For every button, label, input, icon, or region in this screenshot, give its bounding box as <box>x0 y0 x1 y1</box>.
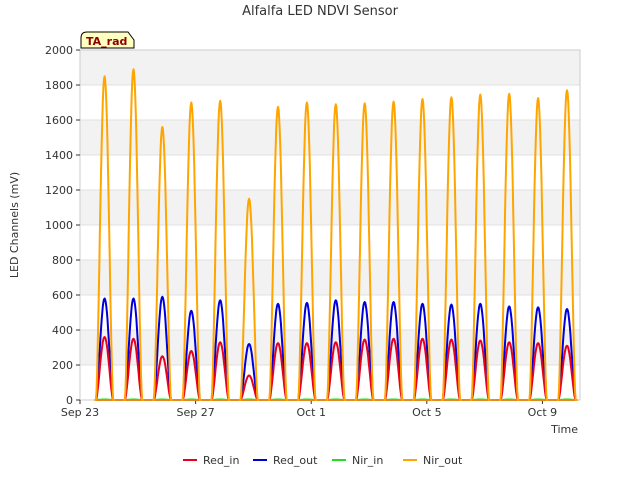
series-red-in-day-curve <box>441 338 462 401</box>
series-red-in-day-curve <box>94 336 115 401</box>
series-nir-out-day-curve <box>123 68 144 401</box>
y-tick-label: 0 <box>66 394 73 407</box>
series-red-in-day-curve <box>325 341 346 401</box>
y-tick-label: 1400 <box>45 149 73 162</box>
series-red-in-day-curve <box>412 337 433 401</box>
series-red-out-day-curve <box>239 343 260 401</box>
y-axis-label: LED Channels (mV) <box>8 172 21 278</box>
series-red-in-day-curve <box>470 339 491 401</box>
series-red-in-day-curve <box>210 341 231 401</box>
series-red-out-day-curve <box>528 306 549 401</box>
series-red-out-day-curve <box>325 299 346 401</box>
series-red-in-day-curve <box>528 342 549 401</box>
series-nir-out-day-curve <box>94 75 115 401</box>
x-axis-label: Time <box>550 423 578 436</box>
series-red-out-day-curve <box>210 299 231 401</box>
series-nir-out-day-curve <box>383 100 404 401</box>
legend-label: Red_in <box>203 454 239 467</box>
series-red-in-day-curve <box>556 344 578 401</box>
series-red-in-day-curve <box>354 338 375 401</box>
y-tick-label: 2000 <box>45 44 73 57</box>
series-red-in-day-curve <box>267 342 289 401</box>
series-nir-out-day-curve <box>152 126 173 401</box>
y-tick-label: 400 <box>52 324 73 337</box>
series-nir-out-day-curve <box>556 89 578 401</box>
y-tick-label: 600 <box>52 289 73 302</box>
series-nir-out-day-curve <box>210 99 231 401</box>
series-nir-out-day-curve <box>296 101 317 401</box>
series-nir-out-day-curve <box>181 101 202 401</box>
legend-label: Nir_out <box>423 454 463 467</box>
series-red-out-day-curve <box>181 309 202 401</box>
series-nir-out-day-curve <box>354 102 375 401</box>
badge-label: TA_rad <box>86 35 127 48</box>
x-tick-label: Oct 9 <box>528 406 558 419</box>
y-tick-label: 1200 <box>45 184 73 197</box>
series-nir-out-day-curve <box>528 97 549 401</box>
y-tick-label: 1600 <box>45 114 73 127</box>
series-red-in-day-curve <box>499 341 520 401</box>
grid-band <box>80 50 580 85</box>
y-axis-ticks: 0 200 400 600 800 1000 1200 1400 1600 1800 2000 <box>45 44 80 407</box>
legend-label: Red_out <box>273 454 318 467</box>
series-nir-out-day-curve <box>441 96 462 401</box>
y-tick-label: 200 <box>52 359 73 372</box>
chart-title: Alfalfa LED NDVI Sensor <box>242 4 399 19</box>
badge-shape <box>80 31 135 49</box>
x-tick-label: Sep 23 <box>61 406 99 419</box>
series-red-out-day-curve <box>556 308 578 401</box>
series-red-in-day-curve <box>383 337 404 401</box>
x-axis-ticks: Sep 23 Sep 27 Oct 1 Oct 5 Oct 9 <box>61 400 557 419</box>
series-layer <box>94 68 578 401</box>
ta-rad-badge: TA_rad <box>80 31 135 49</box>
series-red-out-day-curve <box>267 302 289 401</box>
series-red-in-day-curve <box>181 350 202 401</box>
series-nir-out <box>94 68 578 401</box>
series-nir-out-day-curve <box>470 93 491 401</box>
x-tick-label: Oct 5 <box>412 406 442 419</box>
series-red-in-day-curve <box>152 355 173 401</box>
series-nir-out-day-curve <box>239 197 260 401</box>
x-tick-label: Oct 1 <box>296 406 326 419</box>
grid-band <box>80 120 580 155</box>
series-red-out-day-curve <box>152 295 173 401</box>
series-nir-out-day-curve <box>412 98 433 401</box>
series-red-in-day-curve <box>239 374 260 401</box>
grid-band <box>80 190 580 225</box>
y-tick-label: 800 <box>52 254 73 267</box>
series-nir-out-day-curve <box>325 103 346 401</box>
series-red-in-day-curve <box>123 337 144 401</box>
series-nir-out-day-curve <box>499 92 520 401</box>
x-tick-label: Sep 27 <box>176 406 214 419</box>
legend-label: Nir_in <box>352 454 383 467</box>
series-red-in-day-curve <box>296 342 317 401</box>
series-nir-out-day-curve <box>267 105 289 401</box>
y-tick-label: 1800 <box>45 79 73 92</box>
y-tick-label: 1000 <box>45 219 73 232</box>
legend: Red_in Red_out Nir_in Nir_out <box>183 454 463 467</box>
series-red-out-day-curve <box>296 301 317 401</box>
